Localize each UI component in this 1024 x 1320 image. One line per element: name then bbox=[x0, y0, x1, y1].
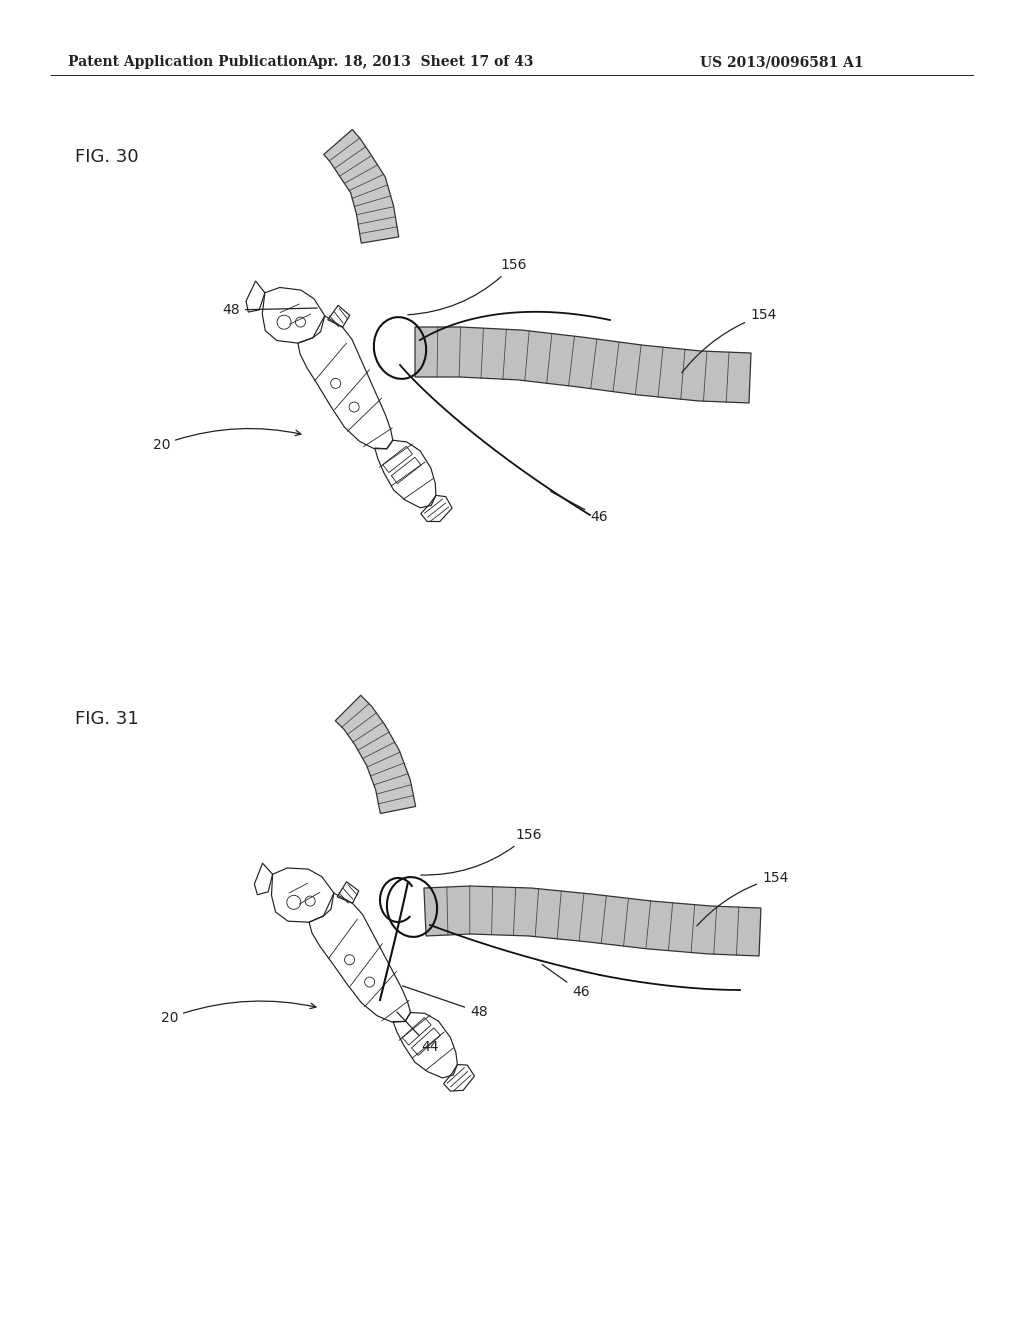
Text: 156: 156 bbox=[421, 828, 542, 875]
Text: 154: 154 bbox=[697, 871, 788, 925]
Polygon shape bbox=[324, 129, 398, 243]
Text: Apr. 18, 2013  Sheet 17 of 43: Apr. 18, 2013 Sheet 17 of 43 bbox=[307, 55, 534, 69]
Text: 48: 48 bbox=[222, 304, 317, 317]
Text: Patent Application Publication: Patent Application Publication bbox=[68, 55, 307, 69]
Text: 20: 20 bbox=[161, 1001, 316, 1026]
Text: 156: 156 bbox=[408, 257, 526, 315]
Text: 20: 20 bbox=[153, 429, 301, 451]
Text: 44: 44 bbox=[397, 1012, 438, 1053]
Polygon shape bbox=[424, 886, 761, 956]
Polygon shape bbox=[335, 696, 416, 813]
Text: 46: 46 bbox=[551, 491, 607, 524]
Text: US 2013/0096581 A1: US 2013/0096581 A1 bbox=[700, 55, 863, 69]
Text: FIG. 31: FIG. 31 bbox=[75, 710, 138, 729]
Text: FIG. 30: FIG. 30 bbox=[75, 148, 138, 166]
Text: 46: 46 bbox=[543, 965, 590, 999]
Polygon shape bbox=[415, 327, 751, 403]
Text: 48: 48 bbox=[402, 986, 487, 1019]
Text: 154: 154 bbox=[682, 308, 776, 372]
